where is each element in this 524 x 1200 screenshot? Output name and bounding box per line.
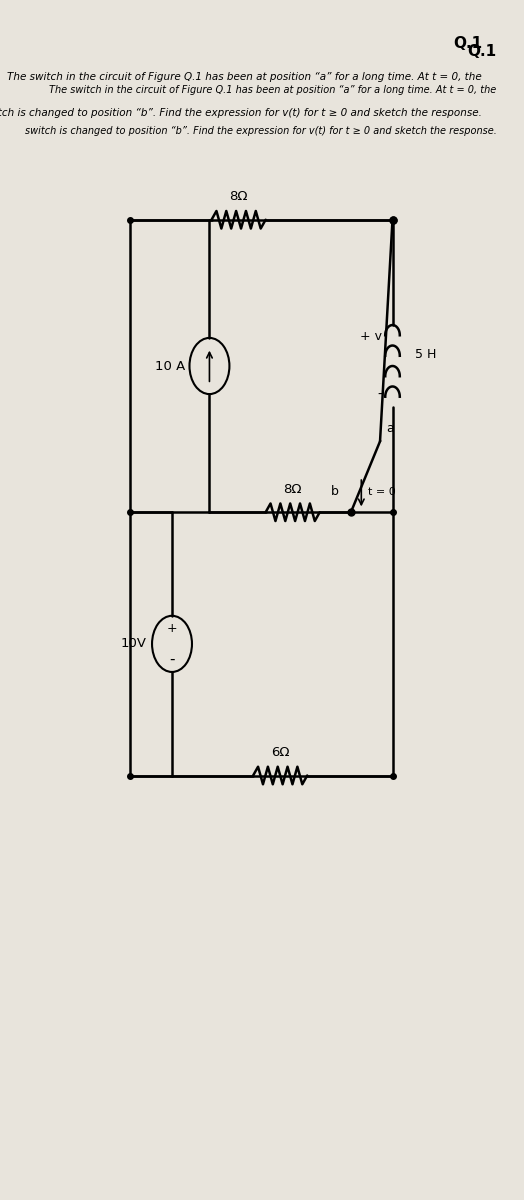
Text: +: + [167,622,177,635]
Text: The switch in the circuit of Figure Q.1 has been at position “a” for a long time: The switch in the circuit of Figure Q.1 … [7,72,482,82]
Text: 6Ω: 6Ω [271,746,289,760]
Text: a: a [386,422,394,436]
Text: The switch in the circuit of Figure Q.1 has been at position “a” for a long time: The switch in the circuit of Figure Q.1 … [49,85,497,95]
Text: switch is changed to position “b”. Find the expression for v(t) for t ≥ 0 and sk: switch is changed to position “b”. Find … [0,108,482,118]
Text: -: - [377,389,382,402]
Text: -: - [169,652,175,667]
Text: b: b [331,485,339,498]
Text: 5 H: 5 H [416,348,437,361]
Text: + v: + v [360,330,382,343]
Text: 8Ω: 8Ω [283,482,302,496]
Text: 8Ω: 8Ω [230,191,248,203]
Text: Q.1: Q.1 [467,44,497,59]
Text: Q.1: Q.1 [453,36,482,50]
Text: t = 0: t = 0 [367,487,395,497]
Text: 10V: 10V [121,637,147,650]
Text: 10 A: 10 A [155,360,185,372]
Text: switch is changed to position “b”. Find the expression for v(t) for t ≥ 0 and sk: switch is changed to position “b”. Find … [25,126,497,136]
